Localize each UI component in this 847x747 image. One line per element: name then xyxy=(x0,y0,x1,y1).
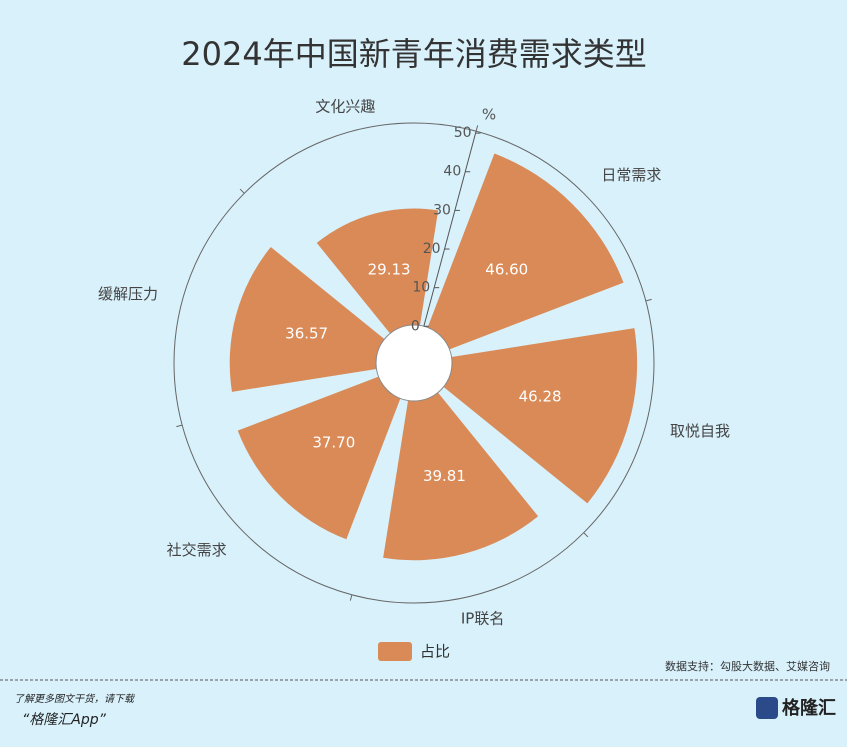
angle-tick xyxy=(349,594,353,601)
bar xyxy=(383,392,539,561)
outer-circle xyxy=(173,122,655,604)
value-label: 46.60 xyxy=(485,261,528,279)
category-label: 社交需求 xyxy=(167,541,227,559)
y-tick-label: 0 xyxy=(411,318,420,334)
value-label: 36.57 xyxy=(285,325,328,343)
category-label: IP联名 xyxy=(461,609,504,627)
category-label: 日常需求 xyxy=(601,166,661,184)
category-label: 取悦自我 xyxy=(670,422,730,440)
footer-line1: 了解更多图文干货，请下载 xyxy=(14,693,136,705)
legend-label: 占比 xyxy=(420,643,450,661)
angle-tick xyxy=(239,188,245,194)
angle-tick xyxy=(475,125,479,132)
angle-tick xyxy=(583,532,589,538)
source: 数据支持：勾股大数据、艾媒咨询 xyxy=(665,659,830,673)
value-label: 37.70 xyxy=(312,434,355,452)
bar xyxy=(443,328,638,504)
y-tick-label: 30 xyxy=(433,202,451,218)
category-label: 文化兴趣 xyxy=(315,98,375,116)
logo-icon xyxy=(756,697,778,719)
bar xyxy=(229,247,385,392)
bar xyxy=(237,376,401,540)
radial-axis-label: % xyxy=(482,106,496,124)
chart-title: 2024年中国新青年消费需求类型 xyxy=(181,35,646,73)
legend-swatch xyxy=(378,642,412,661)
value-label: 39.81 xyxy=(423,467,466,485)
footer-line2: “格隆汇App” xyxy=(22,712,107,728)
y-tick-label: 40 xyxy=(443,164,461,180)
y-tick-label: 20 xyxy=(423,241,441,257)
bar xyxy=(427,153,624,350)
angle-tick xyxy=(176,424,183,428)
bar xyxy=(316,208,439,334)
inner-circle xyxy=(375,324,453,402)
y-tick-label: 10 xyxy=(412,280,430,296)
category-label: 缓解压力 xyxy=(98,285,158,303)
value-label: 46.28 xyxy=(519,387,562,405)
value-label: 29.13 xyxy=(368,261,411,279)
angle-tick xyxy=(645,298,652,302)
y-tick-label: 50 xyxy=(454,125,472,141)
logo-text: 格隆汇 xyxy=(782,697,836,719)
radial-axis xyxy=(423,131,477,327)
